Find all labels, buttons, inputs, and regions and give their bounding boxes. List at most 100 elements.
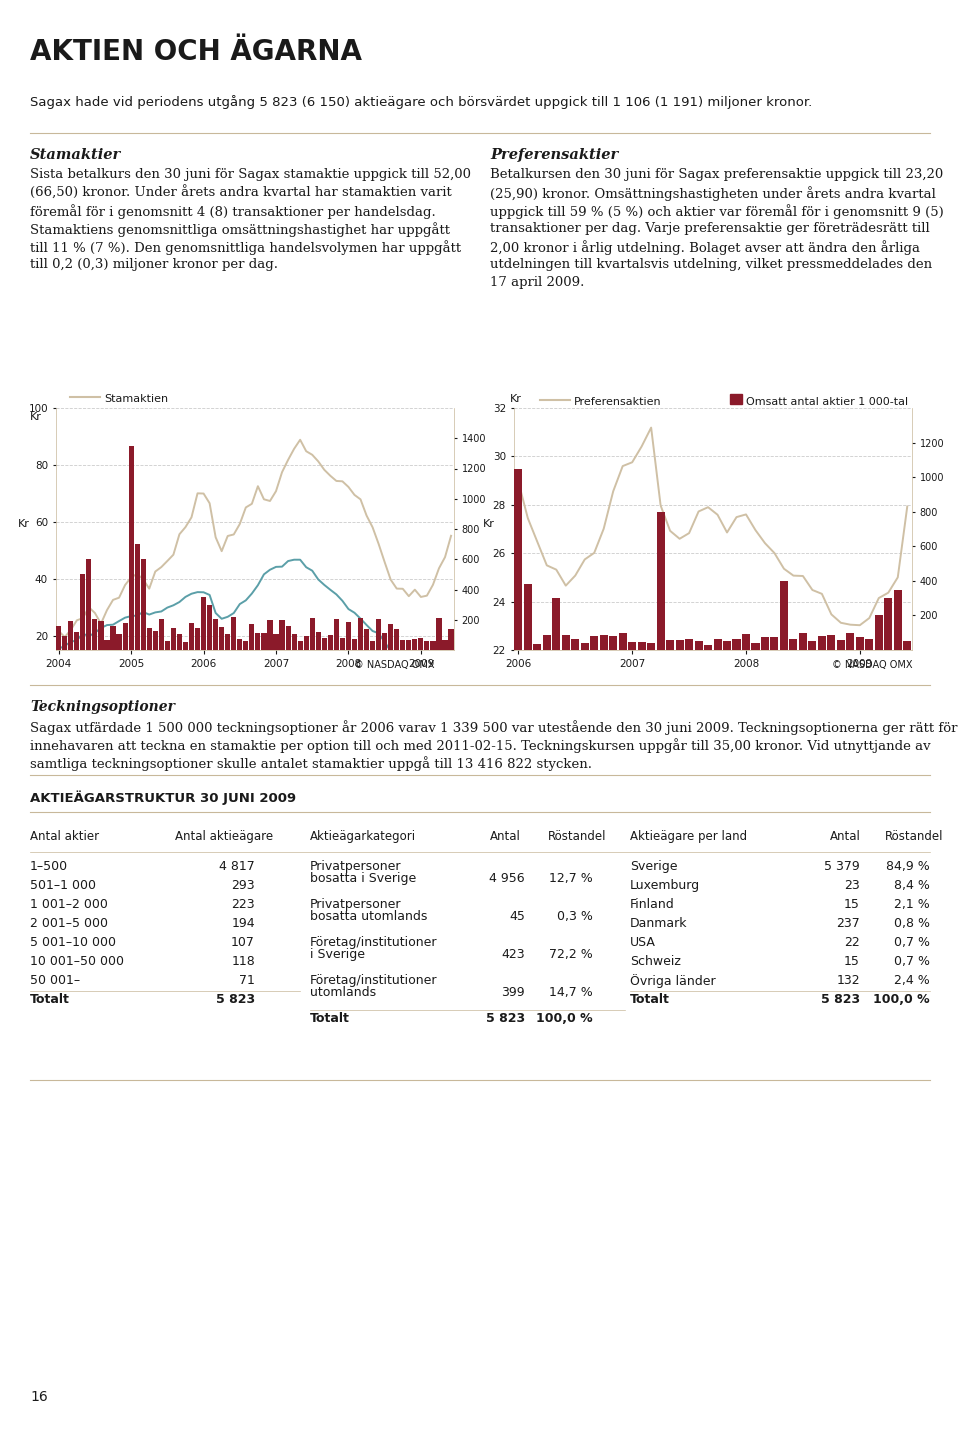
Bar [74,631,80,650]
Bar [298,641,302,650]
Text: Sverige: Sverige [630,860,678,872]
Text: © NASDAQ OMX: © NASDAQ OMX [831,660,912,670]
Bar [818,636,826,650]
Bar [237,640,242,650]
Bar [62,636,67,650]
Bar [666,640,674,650]
Bar [147,629,152,650]
Bar [590,636,598,650]
Text: föremål för i genomsnitt 4 (8) transaktioner per handelsdag.: föremål för i genomsnitt 4 (8) transakti… [30,204,436,220]
Text: 16: 16 [30,1391,48,1403]
Text: 5 823: 5 823 [486,1012,525,1025]
Text: 17 april 2009.: 17 april 2009. [490,276,585,288]
Bar [129,446,133,650]
Bar [231,617,236,650]
Text: Antal aktier: Antal aktier [30,829,99,842]
Bar [352,639,357,650]
Text: bosatta i Sverige: bosatta i Sverige [310,872,417,885]
Text: Övriga länder: Övriga länder [630,974,715,987]
Bar [837,640,845,650]
Text: 14,7 %: 14,7 % [549,986,593,999]
Text: 4 956: 4 956 [490,872,525,885]
Bar [364,629,369,650]
Text: Totalt: Totalt [310,1012,349,1025]
Bar [116,634,122,650]
Text: (25,90) kronor. Omsättningshastigheten under årets andra kvartal: (25,90) kronor. Omsättningshastigheten u… [490,187,936,201]
Text: uppgick till 59 % (5 %) och aktier var föremål för i genomsnitt 9 (5): uppgick till 59 % (5 %) och aktier var f… [490,204,944,220]
Text: Totalt: Totalt [30,993,70,1006]
Text: (66,50) kronor. Under årets andra kvartal har stamaktien varit: (66,50) kronor. Under årets andra kvarta… [30,187,452,199]
Bar [110,626,115,650]
Text: 8,4 %: 8,4 % [894,880,930,893]
Text: utomlands: utomlands [310,986,376,999]
Bar [334,620,339,650]
Bar [270,410,282,420]
Text: till 11 % (7 %). Den genomsnittliga handelsvolymen har uppgått: till 11 % (7 %). Den genomsnittliga hand… [30,240,461,255]
Text: 71: 71 [239,974,255,987]
Bar [153,630,157,650]
Text: 23: 23 [844,880,860,893]
Bar [358,617,363,650]
Text: Privatpersoner: Privatpersoner [310,898,401,911]
Bar [81,574,85,650]
Text: 194: 194 [231,917,255,930]
Text: 107: 107 [231,936,255,949]
Bar [685,639,693,650]
Bar [534,643,541,650]
Text: Luxemburg: Luxemburg [630,880,700,893]
Text: Teckningsoptioner: Teckningsoptioner [30,700,175,715]
Text: Sagax utfärdade 1 500 000 teckningsoptioner år 2006 varav 1 339 500 var uteståen: Sagax utfärdade 1 500 000 teckningsoptio… [30,720,957,735]
Text: utdelningen till kvartalsvis utdelning, vilket pressmeddelades den: utdelningen till kvartalsvis utdelning, … [490,258,932,271]
Bar [419,639,423,650]
Bar [884,598,892,650]
Bar [799,633,807,650]
Text: Antal: Antal [830,829,861,842]
Bar [761,637,769,650]
Bar [105,640,109,650]
Bar [376,618,381,650]
Bar [894,590,901,650]
Text: Danmark: Danmark [630,917,687,930]
Bar [552,598,561,650]
Bar [388,624,394,650]
Text: 5 823: 5 823 [821,993,860,1006]
Text: Omsatt antal aktier 1 000-tal: Omsatt antal aktier 1 000-tal [746,397,908,408]
Bar [600,636,608,650]
Bar [742,634,750,650]
Text: Antal: Antal [490,829,521,842]
Bar [250,624,254,650]
Bar [524,584,532,650]
Text: 5 823: 5 823 [216,993,255,1006]
Bar [618,633,627,650]
Bar [789,639,798,650]
Bar [98,621,104,650]
Bar [171,629,176,650]
Bar [571,639,579,650]
Bar [448,630,454,650]
Bar [610,636,617,650]
Bar [637,641,646,650]
Text: Stamaktien: Stamaktien [104,395,168,405]
Bar [165,641,170,650]
Text: till 0,2 (0,3) miljoner kronor per dag.: till 0,2 (0,3) miljoner kronor per dag. [30,258,278,271]
Bar [219,627,225,650]
Text: 50 001–: 50 001– [30,974,80,987]
Bar [370,641,375,650]
Bar [713,639,722,650]
Bar [255,633,260,650]
Text: 10 001–50 000: 10 001–50 000 [30,956,124,969]
Text: samtliga teckningsoptioner skulle antalet stamaktier uppgå till 13 416 822 styck: samtliga teckningsoptioner skulle antale… [30,756,592,771]
Bar [303,636,309,650]
Text: 501–1 000: 501–1 000 [30,880,96,893]
Bar [780,581,788,650]
Bar [875,616,883,650]
Text: 1–500: 1–500 [30,860,68,872]
Bar [141,560,146,650]
Bar [808,640,816,650]
Text: 223: 223 [231,898,255,911]
Bar [382,633,387,650]
Bar [213,620,218,650]
Text: innehavaren att teckna en stamaktie per option till och med 2011-02-15. Teckning: innehavaren att teckna en stamaktie per … [30,738,930,753]
Bar [542,634,551,650]
Text: Omsatt antal aktier 1 000-tal: Omsatt antal aktier 1 000-tal [286,415,448,423]
